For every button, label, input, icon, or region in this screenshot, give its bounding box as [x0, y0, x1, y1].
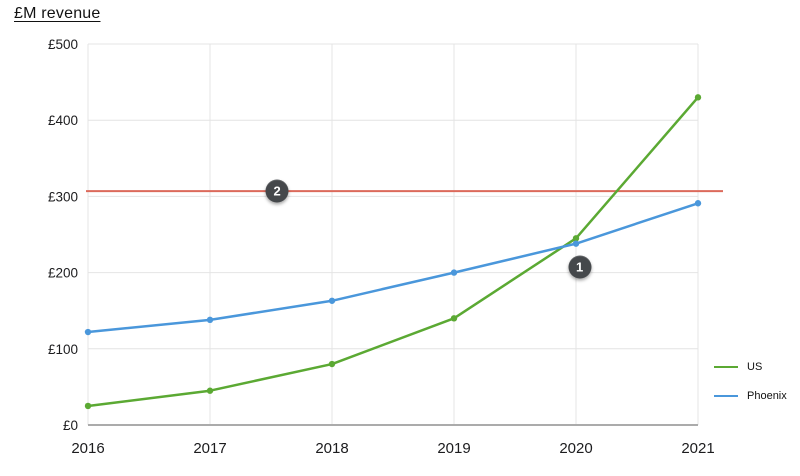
- data-point-us-2021: [694, 94, 702, 101]
- data-point-phoenix-2020: [572, 240, 580, 247]
- data-point-phoenix-2021: [694, 200, 702, 207]
- data-point-phoenix-2017: [206, 316, 214, 324]
- data-point-us-2018: [328, 360, 336, 368]
- x-axis-tick-label: 2019: [437, 440, 470, 457]
- chart-title: £M revenue: [14, 5, 101, 22]
- annotation-badge-1: 1: [568, 255, 592, 279]
- series-line-phoenix: [86, 202, 700, 334]
- y-axis-tick-label: £100: [48, 342, 78, 357]
- x-axis-tick-label: 2021: [681, 440, 714, 457]
- data-point-phoenix-2019: [450, 269, 458, 276]
- x-axis-tick-label: 2016: [71, 440, 104, 457]
- y-axis-tick-label: £400: [48, 113, 78, 128]
- data-point-phoenix-2016: [84, 328, 92, 336]
- y-axis-tick-label: £200: [48, 266, 78, 281]
- legend-line-phoenix-swatch: [714, 394, 738, 397]
- data-point-phoenix-2018: [328, 297, 336, 304]
- data-point-us-2019: [450, 315, 458, 322]
- x-axis-tick-label: 2020: [559, 440, 592, 457]
- data-point-us-2020: [572, 235, 580, 242]
- y-axis-tick-label: £0: [63, 418, 78, 433]
- y-axis-tick-label: £300: [48, 189, 78, 204]
- legend-line-us-swatch: [714, 365, 738, 368]
- data-point-us-2016: [84, 402, 92, 410]
- series-line-us: [86, 96, 700, 408]
- annotation-badge-2: 2: [265, 179, 289, 203]
- x-axis-tick-label: 2018: [315, 440, 348, 457]
- x-axis-tick-label: 2017: [193, 440, 226, 457]
- data-point-us-2017: [206, 387, 214, 394]
- chart-legend: US Phoenix: [714, 359, 787, 403]
- legend-item-phoenix: Phoenix: [714, 388, 787, 403]
- y-axis-tick-label: £500: [48, 37, 78, 52]
- legend-label-us: US: [747, 360, 763, 373]
- legend-item-us: US: [714, 359, 787, 374]
- legend-label-phoenix: Phoenix: [747, 389, 787, 402]
